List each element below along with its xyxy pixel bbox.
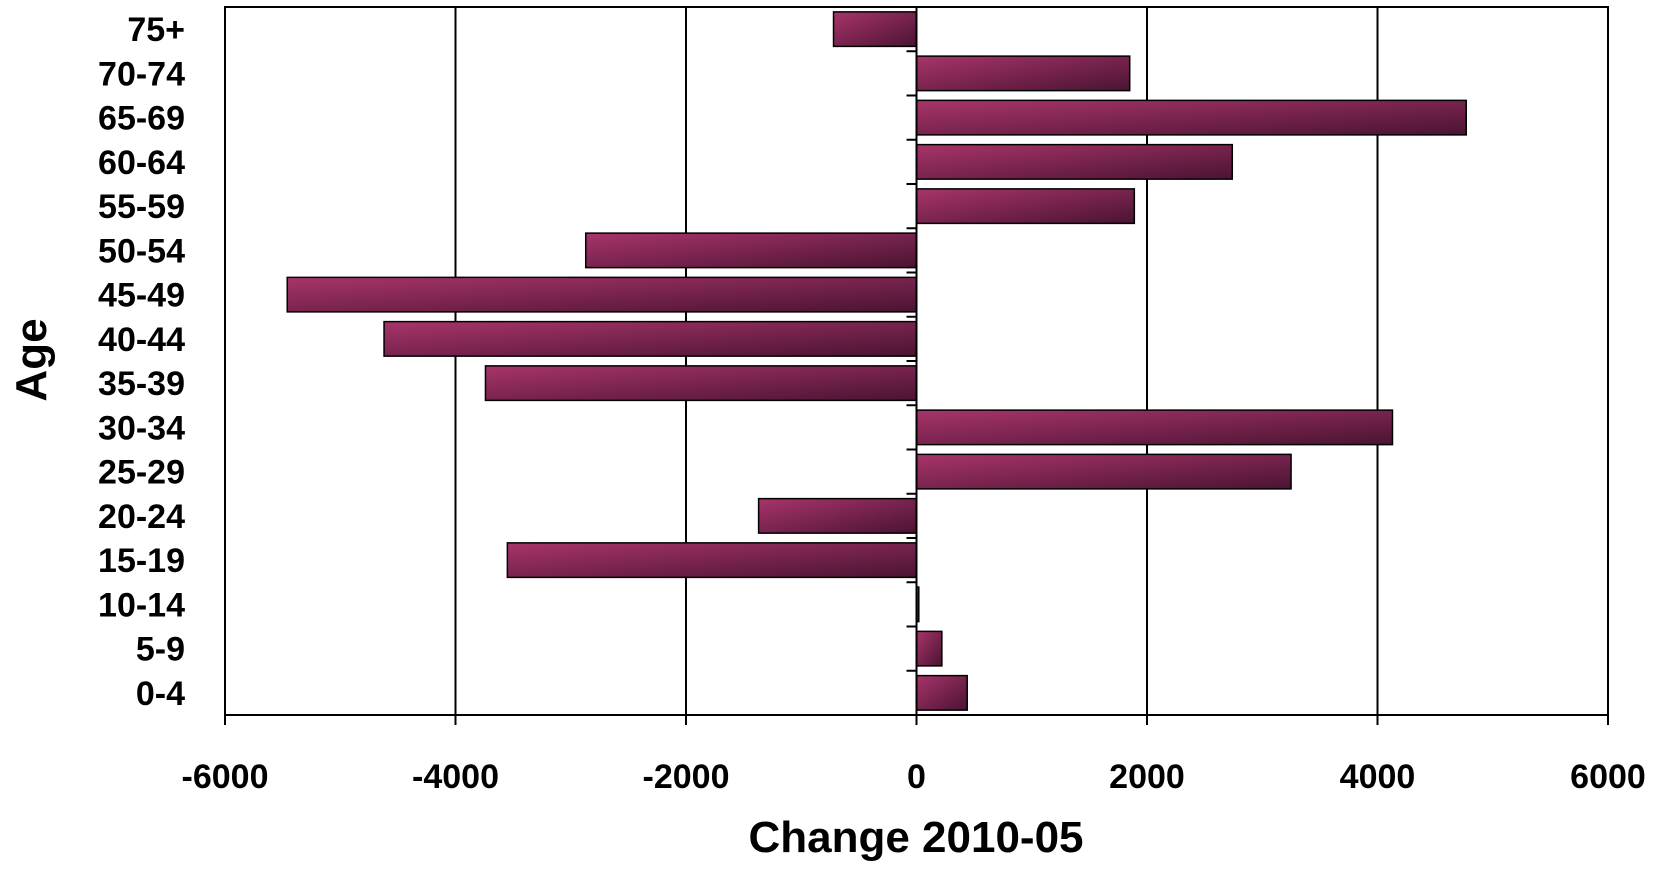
bar-45-49 xyxy=(286,276,918,313)
y-tick-label: 5-9 xyxy=(136,631,185,669)
bar-35-39 xyxy=(484,365,918,402)
y-tick-label: 65-69 xyxy=(98,100,185,138)
bar-75+ xyxy=(832,11,918,48)
bar-60-64 xyxy=(915,143,1234,180)
y-tick-label: 75+ xyxy=(127,11,185,49)
x-tick-label: -2000 xyxy=(643,758,730,796)
y-tick-label: 40-44 xyxy=(98,321,185,359)
bar-25-29 xyxy=(915,453,1292,490)
x-tick-label: -4000 xyxy=(412,758,499,796)
y-tick-label: 30-34 xyxy=(98,409,185,447)
y-tick-label: 70-74 xyxy=(98,55,185,93)
bar-0-4 xyxy=(915,674,968,711)
y-tick-label: 15-19 xyxy=(98,542,185,580)
bar-20-24 xyxy=(757,497,918,534)
bar-50-54 xyxy=(584,232,918,269)
bar-70-74 xyxy=(915,55,1131,92)
y-axis-labels: 0-4 5-9 10-14 15-19 20-24 25-29 30-34 35-39 40-4… xyxy=(98,11,185,713)
x-axis-labels: -6000 -4000 -2000 0 2000 4000 6000 xyxy=(182,758,1646,796)
bar-5-9 xyxy=(915,630,943,667)
bar-65-69 xyxy=(915,99,1467,136)
bar-55-59 xyxy=(915,188,1136,225)
y-tick-label: 60-64 xyxy=(98,144,185,182)
x-tick-label: -6000 xyxy=(182,758,269,796)
bars xyxy=(286,11,1467,711)
y-tick-label: 0-4 xyxy=(136,675,185,713)
y-tick-label: 10-14 xyxy=(98,586,185,624)
x-tick-label: 6000 xyxy=(1570,758,1646,796)
x-tick-label: 2000 xyxy=(1109,758,1185,796)
y-tick-label: 20-24 xyxy=(98,498,185,536)
y-axis-title: Age xyxy=(7,318,56,401)
bar-15-19 xyxy=(506,542,918,579)
x-tick-label: 4000 xyxy=(1340,758,1416,796)
y-tick-label: 50-54 xyxy=(98,232,185,270)
x-tick-label: 0 xyxy=(907,758,926,796)
bar-30-34 xyxy=(915,409,1394,446)
x-axis-title: Change 2010-05 xyxy=(748,813,1083,862)
y-tick-label: 55-59 xyxy=(98,188,185,226)
y-tick-label: 35-39 xyxy=(98,365,185,403)
y-axis-ticks xyxy=(225,7,1608,716)
y-tick-label: 25-29 xyxy=(98,454,185,492)
y-tick-label: 45-49 xyxy=(98,277,185,315)
bar-40-44 xyxy=(383,320,918,357)
